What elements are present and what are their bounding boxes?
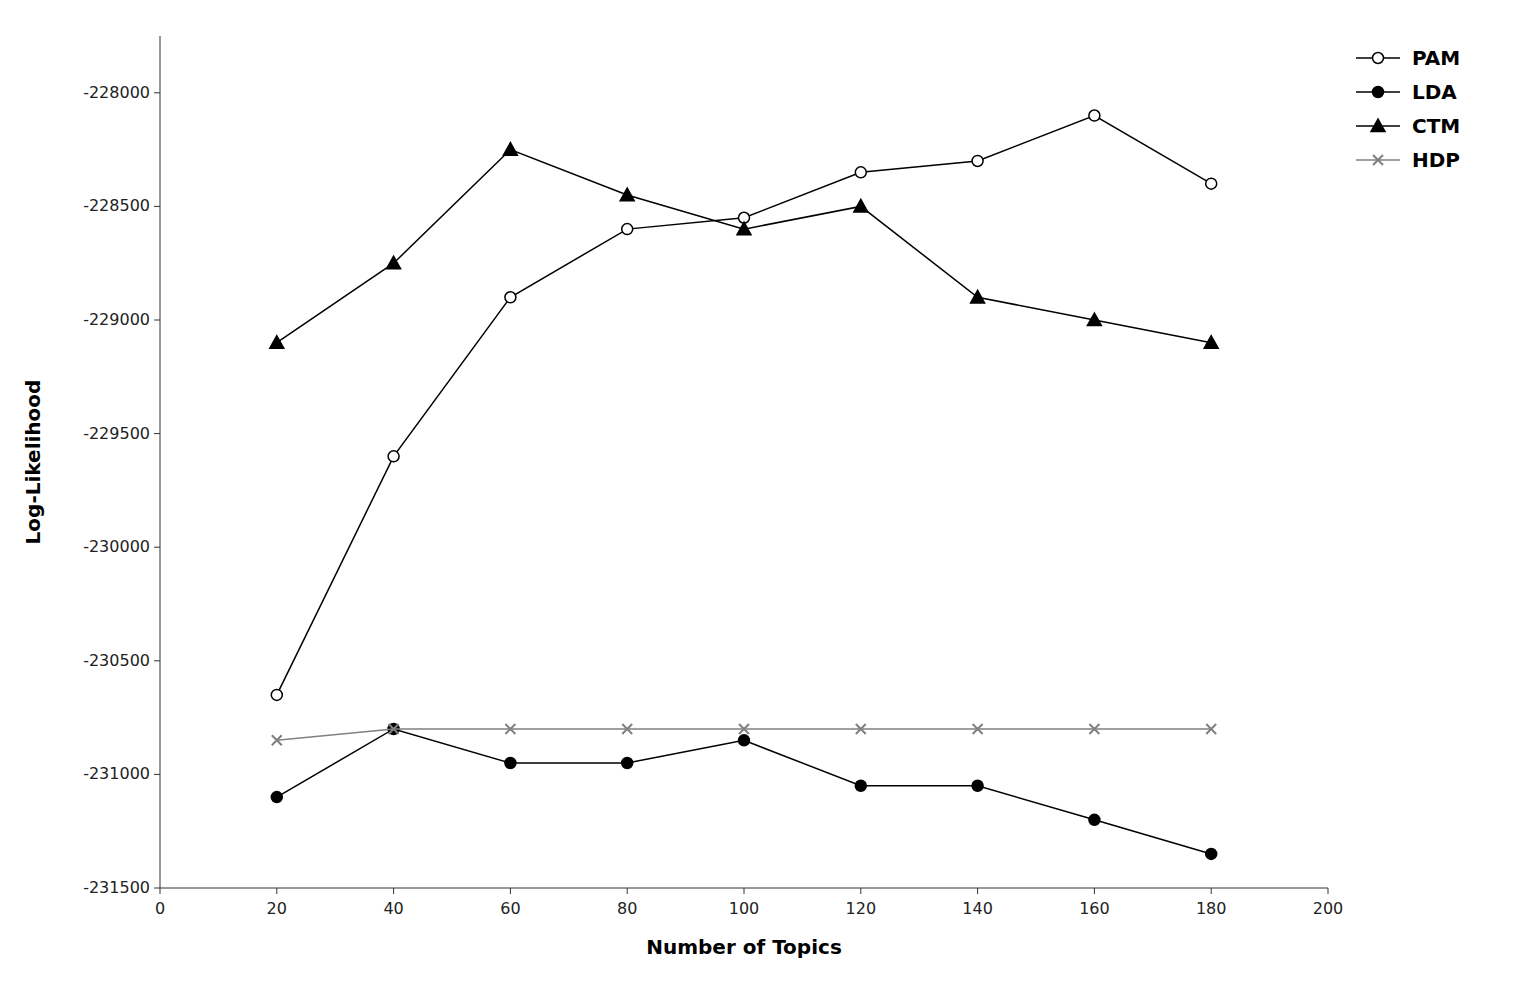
x-axis-label: Number of Topics [646, 935, 842, 959]
point [388, 451, 399, 462]
x-tick [1094, 888, 1095, 894]
x-tick [1211, 888, 1212, 894]
x-tick [160, 888, 161, 894]
point [503, 143, 517, 156]
y-tick-label: -231000 [83, 764, 150, 783]
legend-marker [1371, 119, 1385, 132]
point [389, 724, 399, 734]
point [272, 735, 282, 745]
point [972, 780, 983, 791]
x-tick-label: 120 [846, 899, 877, 918]
y-axis-label: Log-Likelihood [21, 380, 45, 545]
y-tick-label: -229500 [83, 424, 150, 443]
point [622, 224, 633, 235]
point [622, 724, 632, 734]
point [1089, 110, 1100, 121]
point [1206, 848, 1217, 859]
series-pam [271, 110, 1216, 700]
legend-label: LDA [1412, 80, 1457, 104]
series-line [277, 150, 1211, 343]
y-tick-label: -230500 [83, 651, 150, 670]
legend: PAM LDA CTM HDP [1356, 46, 1460, 172]
x-tick [627, 888, 628, 894]
x-tick [276, 888, 277, 894]
point [505, 292, 516, 303]
y-tick [154, 660, 160, 661]
series-hdp [272, 724, 1216, 745]
axes: 0 20 40 60 80 100 120 140 160 180 200 -231500 -23100… [83, 36, 1343, 918]
point [505, 724, 515, 734]
x-tick [860, 888, 861, 894]
point [1206, 724, 1216, 734]
y-tick [154, 320, 160, 321]
legend-label: CTM [1412, 114, 1460, 138]
x-tick-label: 40 [383, 899, 403, 918]
point [739, 735, 750, 746]
y-axis-line [160, 36, 161, 888]
point [856, 724, 866, 734]
y-tick [154, 206, 160, 207]
y-tick-label: -229000 [83, 310, 150, 329]
legend-marker [1373, 155, 1383, 165]
point [973, 724, 983, 734]
point [271, 792, 282, 803]
x-tick-label: 60 [500, 899, 520, 918]
y-tick [154, 433, 160, 434]
series-lda [271, 723, 1216, 859]
x-tick-label: 0 [155, 899, 165, 918]
point [971, 290, 985, 303]
legend-marker [1373, 53, 1384, 64]
x-tick-label: 80 [617, 899, 637, 918]
point [737, 222, 751, 235]
point [1089, 814, 1100, 825]
point [1089, 724, 1099, 734]
x-tick [510, 888, 511, 894]
legend-marker [1373, 87, 1384, 98]
x-tick [1328, 888, 1329, 894]
x-tick [977, 888, 978, 894]
y-tick [154, 888, 160, 889]
legend-label: PAM [1412, 46, 1460, 70]
point [622, 758, 633, 769]
x-tick-label: 20 [267, 899, 287, 918]
x-tick-label: 140 [962, 899, 993, 918]
point [855, 167, 866, 178]
point [1087, 313, 1101, 326]
y-tick [154, 774, 160, 775]
series-line [277, 116, 1211, 695]
point [739, 724, 749, 734]
y-tick [154, 547, 160, 548]
y-tick-label: -230000 [83, 537, 150, 556]
series-line [277, 729, 1211, 740]
y-tick [154, 92, 160, 93]
point [620, 188, 634, 201]
plot-area [270, 110, 1218, 859]
x-tick-label: 200 [1313, 899, 1344, 918]
x-tick-label: 180 [1196, 899, 1227, 918]
y-tick-label: -228000 [83, 83, 150, 102]
chart: 0 20 40 60 80 100 120 140 160 180 200 -231500 -23100… [0, 0, 1528, 984]
point [271, 689, 282, 700]
point [270, 336, 284, 349]
point [854, 199, 868, 212]
point [1204, 336, 1218, 349]
background [0, 0, 1528, 984]
x-tick [393, 888, 394, 894]
point [1206, 178, 1217, 189]
y-tick-label: -228500 [83, 196, 150, 215]
series-ctm [270, 143, 1218, 349]
x-tick-label: 160 [1079, 899, 1110, 918]
legend-label: HDP [1412, 148, 1460, 172]
point [387, 256, 401, 269]
point [855, 780, 866, 791]
x-tick-label: 100 [729, 899, 760, 918]
series-line [277, 729, 1211, 854]
y-tick-label: -231500 [83, 878, 150, 897]
x-tick [744, 888, 745, 894]
point [505, 758, 516, 769]
point [972, 155, 983, 166]
